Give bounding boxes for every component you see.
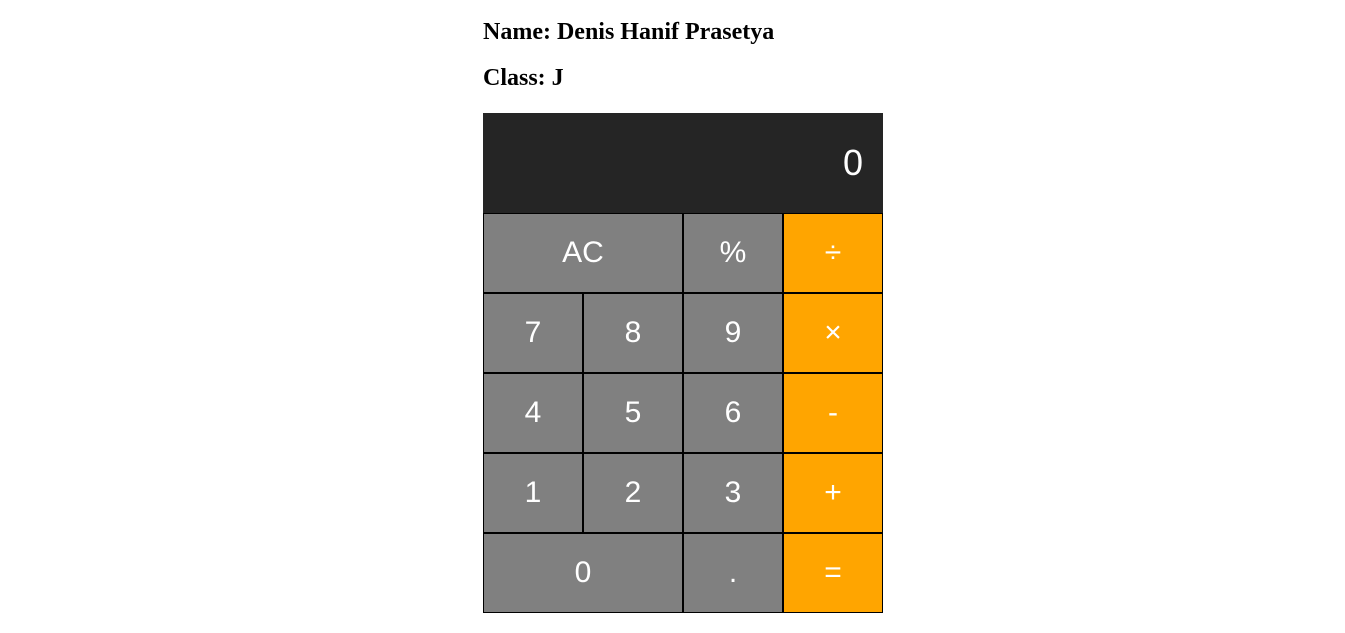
digit-7-button[interactable]: 7 (483, 293, 583, 373)
clear-button[interactable]: AC (483, 213, 683, 293)
digit-9-button[interactable]: 9 (683, 293, 783, 373)
percent-button[interactable]: % (683, 213, 783, 293)
calculator: 0 AC % ÷ 7 8 9 × 4 5 6 - 1 2 3 + 0 . = (483, 113, 883, 613)
digit-6-button[interactable]: 6 (683, 373, 783, 453)
subtract-button[interactable]: - (783, 373, 883, 453)
digit-4-button[interactable]: 4 (483, 373, 583, 453)
keypad: AC % ÷ 7 8 9 × 4 5 6 - 1 2 3 + 0 . = (483, 213, 883, 613)
decimal-button[interactable]: . (683, 533, 783, 613)
digit-1-button[interactable]: 1 (483, 453, 583, 533)
digit-2-button[interactable]: 2 (583, 453, 683, 533)
student-name-heading: Name: Denis Hanif Prasetya (483, 19, 775, 45)
student-class-heading: Class: J (483, 65, 564, 91)
divide-button[interactable]: ÷ (783, 213, 883, 293)
display-value: 0 (842, 142, 863, 183)
digit-8-button[interactable]: 8 (583, 293, 683, 373)
digit-5-button[interactable]: 5 (583, 373, 683, 453)
equals-button[interactable]: = (783, 533, 883, 613)
multiply-button[interactable]: × (783, 293, 883, 373)
digit-0-button[interactable]: 0 (483, 533, 683, 613)
digit-3-button[interactable]: 3 (683, 453, 783, 533)
add-button[interactable]: + (783, 453, 883, 533)
calculator-display: 0 (483, 113, 883, 213)
